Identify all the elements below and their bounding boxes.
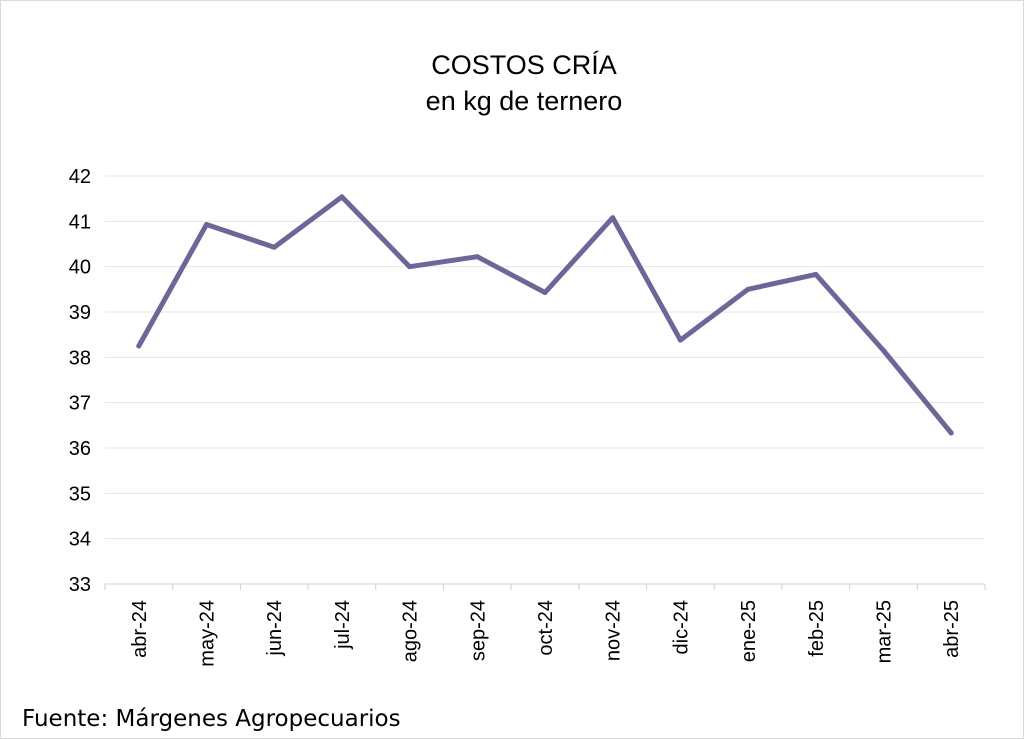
y-tick-label: 41	[69, 211, 91, 233]
x-tick-label: oct-24	[535, 600, 557, 656]
chart-title: COSTOS CRÍA	[431, 50, 617, 80]
data-point	[880, 348, 886, 354]
chart-subtitle: en kg de ternero	[426, 86, 623, 116]
y-tick-label: 42	[69, 166, 91, 188]
y-tick-label: 39	[69, 302, 91, 324]
data-point	[136, 343, 142, 349]
x-axis-ticks: abr-24 may-24 jun-24 jul-24 ago-24 sep-24 oct-…	[129, 600, 963, 667]
data-point	[677, 337, 683, 343]
y-tick-label: 36	[69, 438, 91, 460]
data-point	[474, 254, 480, 260]
x-tick-label: ene-25	[738, 600, 760, 662]
x-tick-label: feb-25	[806, 600, 828, 657]
x-tick-label: nov-24	[603, 600, 625, 661]
y-tick-label: 38	[69, 347, 91, 369]
data-point	[271, 244, 277, 250]
x-tick-label: ago-24	[400, 600, 422, 662]
y-tick-label: 35	[69, 483, 91, 505]
x-tick-label: may-24	[197, 600, 219, 667]
data-point	[813, 271, 819, 277]
x-tick-label: mar-25	[873, 600, 895, 663]
data-point	[204, 222, 210, 228]
y-axis-ticks: 33 34 35 36 37 38 39 40 41 42	[69, 166, 91, 596]
data-point	[610, 215, 616, 221]
data-point	[745, 286, 751, 292]
data-point	[339, 194, 345, 200]
data-point	[542, 290, 548, 296]
source-note: Fuente: Márgenes Agropecuarios	[22, 706, 401, 732]
x-tick-label: jul-24	[332, 600, 354, 650]
y-tick-label: 34	[69, 529, 91, 551]
y-tick-label: 33	[69, 574, 91, 596]
series-line	[136, 194, 954, 436]
data-point	[407, 264, 413, 270]
series-layer	[136, 194, 954, 436]
axes	[104, 583, 986, 590]
grid-lines	[105, 175, 985, 540]
x-tick-label: abr-25	[941, 600, 963, 658]
x-tick-label: sep-24	[467, 600, 489, 661]
x-tick-label: dic-24	[670, 600, 692, 654]
data-point	[948, 430, 954, 436]
x-tick-label: abr-24	[129, 600, 151, 658]
x-tick-label: jun-24	[264, 600, 286, 657]
y-tick-label: 40	[69, 257, 91, 279]
y-tick-label: 37	[69, 393, 91, 415]
